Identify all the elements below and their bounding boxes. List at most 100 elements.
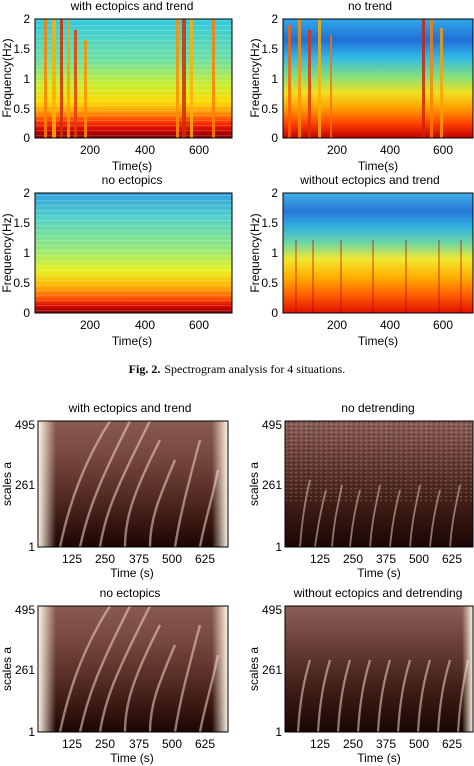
scalogram-ridges <box>58 420 220 548</box>
scalogram-fill <box>38 421 228 547</box>
y-tick-label: 2 <box>271 12 278 26</box>
x-tick-label: 375 <box>129 552 149 566</box>
x-tick-label: 200 <box>80 318 100 332</box>
y-axis-label: scales a <box>0 647 14 691</box>
x-tick-label: 125 <box>310 552 330 566</box>
y-tick-label: 0 <box>271 131 278 145</box>
y-tick-label: 2 <box>271 186 278 200</box>
y-tick-label: 1 <box>28 725 35 739</box>
y-tick-label: 1.5 <box>13 216 30 230</box>
x-axis-label: Time (s) <box>110 751 154 765</box>
axes-frame <box>37 605 229 733</box>
y-tick-label: 0.5 <box>13 102 30 116</box>
y-tick-label: 1.5 <box>261 42 278 56</box>
x-tick-label: 400 <box>135 143 155 157</box>
y-tick-label: 2 <box>23 12 30 26</box>
y-tick-label: 495 <box>262 603 282 617</box>
x-axis-label: Time (s) <box>357 566 401 580</box>
scalogram-ridges <box>299 479 461 548</box>
y-tick-label: 0 <box>271 306 278 320</box>
right-edge-glow <box>212 606 228 732</box>
heatmap-fill <box>283 193 473 313</box>
y-tick-label: 495 <box>15 418 35 432</box>
left-edge-glow <box>38 421 56 547</box>
ectopic-streaks <box>44 19 215 138</box>
axes-frame <box>282 192 474 314</box>
panel-title: without ectopics and trend <box>299 173 439 187</box>
x-axis-label: Time(s) <box>358 159 398 173</box>
panel-title: without ectopics and detrending <box>293 586 463 600</box>
spectrogram-panel-2: no trend <box>282 0 474 139</box>
x-tick-label: 125 <box>310 737 330 751</box>
right-edge-glow <box>212 421 228 547</box>
x-tick-label: 375 <box>129 737 149 751</box>
figure-3-scalograms: with ectopics and trend no detrending <box>0 401 474 765</box>
x-axis-label: Time(s) <box>112 334 152 348</box>
axes-frame <box>37 420 229 548</box>
x-tick-label: 500 <box>162 552 182 566</box>
x-axis-label: Time (s) <box>110 566 154 580</box>
fig3-x-axes: 125 250 375 500 625 125 250 375 500 625 … <box>62 552 462 765</box>
x-axis-label: Time(s) <box>358 334 398 348</box>
x-tick-label: 400 <box>380 143 400 157</box>
heatmap-fill <box>283 19 473 138</box>
spectrogram-panel-4: without ectopics and trend <box>282 173 474 314</box>
y-tick-label: 261 <box>15 478 35 492</box>
axes-frame <box>284 605 474 733</box>
x-tick-label: 250 <box>95 552 115 566</box>
vertical-streaks <box>295 240 462 313</box>
figure-2-spectrograms: with ectopics and trend no trend <box>0 0 474 348</box>
y-tick-label: 1.5 <box>261 216 278 230</box>
y-tick-label: 1 <box>271 72 278 86</box>
fig2-x-axes: 200 400 600 200 400 600 200 400 600 200 … <box>80 143 453 348</box>
y-tick-label: 495 <box>15 603 35 617</box>
panel-title: no ectopics <box>100 586 161 600</box>
y-tick-label: 0 <box>23 131 30 145</box>
fig3-y-titles: scales a scales a scales a scales a <box>0 462 261 691</box>
spectrogram-panel-1: with ectopics and trend <box>34 0 233 139</box>
x-tick-label: 200 <box>327 318 347 332</box>
x-tick-label: 200 <box>327 143 347 157</box>
x-tick-label: 400 <box>135 318 155 332</box>
x-tick-label: 625 <box>195 737 215 751</box>
y-axis-label: Frequency(Hz) <box>248 213 262 292</box>
fig2-y-titles: Frequency(Hz) Frequency(Hz) Frequency(Hz… <box>0 38 262 292</box>
axes-frame <box>284 420 474 548</box>
y-tick-label: 1 <box>28 540 35 554</box>
scalogram-panel-1: with ectopics and trend <box>37 401 229 548</box>
axes-frame <box>34 18 233 139</box>
heatmap-lines <box>35 193 232 313</box>
x-tick-label: 500 <box>162 737 182 751</box>
x-tick-label: 400 <box>380 318 400 332</box>
x-axis-label: Time(s) <box>112 159 152 173</box>
x-tick-label: 600 <box>433 143 453 157</box>
figure-2-caption: Fig. 2. Spectrogram analysis for 4 situat… <box>0 362 474 380</box>
scalogram-panel-4: without ectopics and detrending <box>284 586 474 733</box>
right-edge-glow <box>462 606 473 732</box>
x-tick-label: 600 <box>189 143 209 157</box>
scalogram-panel-2: no detrending <box>284 401 474 548</box>
x-tick-label: 250 <box>343 552 363 566</box>
x-tick-label: 125 <box>62 552 82 566</box>
fig2-y-axes: 2 1.5 1 0.5 0 2 1.5 1 0.5 0 2 1.5 1 0.5 … <box>13 12 278 320</box>
scalogram-panel-3: no ectopics <box>37 586 229 733</box>
y-tick-label: 1 <box>275 540 282 554</box>
y-tick-label: 1 <box>271 246 278 260</box>
heatmap-lines <box>35 19 232 138</box>
y-tick-label: 261 <box>262 478 282 492</box>
y-axis-label: scales a <box>0 462 14 506</box>
scalogram-fill <box>38 606 228 732</box>
scalogram-ridges <box>58 605 220 733</box>
x-tick-label: 600 <box>433 318 453 332</box>
x-tick-label: 625 <box>442 737 462 751</box>
y-tick-label: 0.5 <box>261 276 278 290</box>
x-tick-label: 625 <box>442 552 462 566</box>
y-tick-label: 1 <box>23 246 30 260</box>
x-tick-label: 200 <box>80 143 100 157</box>
panel-title: no trend <box>348 0 392 13</box>
y-tick-label: 261 <box>15 663 35 677</box>
y-axis-label: scales a <box>247 462 261 506</box>
ectopic-streaks <box>288 19 443 138</box>
y-tick-label: 0 <box>23 306 30 320</box>
